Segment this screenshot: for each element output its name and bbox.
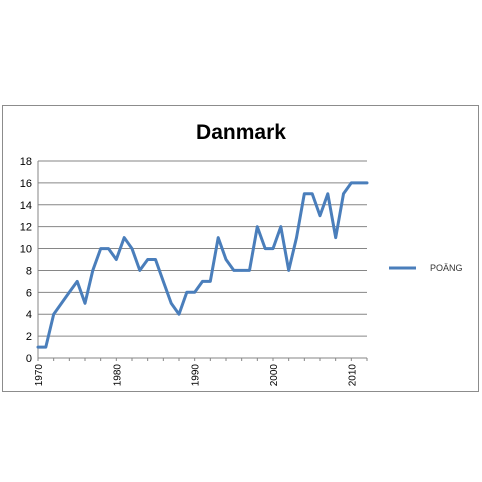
data-point [138,269,142,272]
data-point [44,345,48,349]
series-layer [36,181,369,349]
data-point [201,280,204,283]
y-tick-label: 0 [26,353,32,365]
data-point [216,236,220,239]
data-point [146,258,149,261]
data-point [318,214,322,217]
chart-title: Danmark [196,121,286,144]
data-point [310,192,314,196]
y-tick-label: 8 [26,265,32,277]
data-point [248,269,251,272]
line-chart: Danmark 0 2 4 6 8 10 12 14 16 18 1970 1980 1990 2000… [20,121,463,387]
x-tick-label: 1990 [191,364,202,387]
y-tick-label: 14 [20,200,32,212]
x-tick-label: 2010 [347,364,358,387]
x-axis: 1970 1980 1990 2000 2010 [34,358,368,387]
data-point [75,280,79,283]
data-point [303,192,306,196]
y-tick-label: 2 [26,331,32,343]
x-tick-label: 1970 [34,364,45,387]
y-tick-label: 16 [20,178,32,190]
data-point [107,247,110,250]
y-tick-label: 10 [20,244,32,256]
x-tick-label: 1980 [112,364,123,387]
y-tick-label: 18 [20,156,32,168]
chart-frame: Danmark 0 2 4 6 8 10 12 14 16 18 1970 1980 1990 2000… [2,105,479,392]
data-point [52,313,55,316]
data-point [334,236,337,239]
data-point [122,236,126,239]
data-point [326,192,330,196]
y-tick-label: 4 [26,309,32,321]
data-point [91,269,95,272]
data-point [115,258,118,261]
data-point [295,236,298,239]
data-point [240,269,243,272]
data-point [36,345,40,349]
data-point [60,302,63,305]
data-point [365,181,369,185]
data-point [342,192,345,196]
data-point [263,247,267,250]
data-point [193,291,196,294]
data-point [209,280,212,283]
y-tick-label: 12 [20,222,32,234]
x-tick-label: 2000 [269,364,280,387]
data-point [177,313,181,316]
data-point [185,291,189,294]
legend: POÄNG [389,263,463,273]
y-axis: 0 2 4 6 8 10 12 14 16 18 [20,156,39,365]
data-point [357,181,361,185]
data-point [130,247,134,250]
data-point [162,280,165,283]
legend-label: POÄNG [430,263,463,273]
y-tick-label: 6 [26,287,32,299]
data-point [169,302,173,305]
data-point [68,291,71,294]
data-point [154,258,157,261]
series-line-0 [36,181,369,349]
data-point [224,258,228,261]
data-point [287,269,290,272]
gridlines [38,160,367,359]
data-point [232,269,236,272]
data-point [350,181,353,185]
data-point [256,225,259,228]
data-point [271,247,275,250]
data-point [279,225,283,228]
data-point [99,247,102,250]
data-point [83,302,87,305]
